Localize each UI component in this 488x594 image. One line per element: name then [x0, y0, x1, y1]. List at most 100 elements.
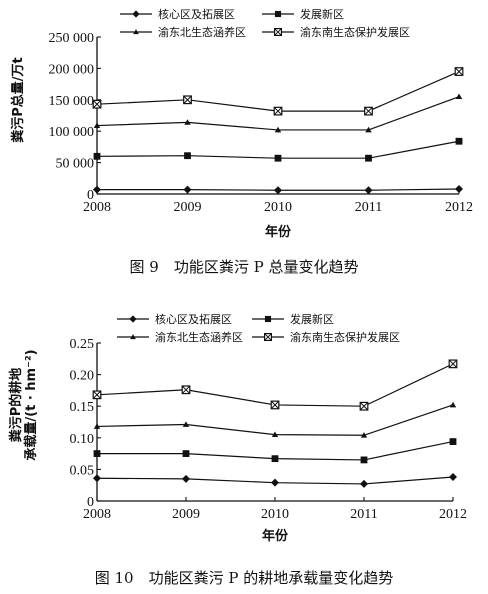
marker-square [360, 456, 368, 464]
y-tick-label: 0 [87, 188, 94, 203]
y-tick-label: 0.05 [70, 463, 95, 478]
legend-item: 渝东北生态涵养区 [117, 330, 243, 344]
marker-square [184, 152, 191, 160]
series-square [93, 438, 457, 464]
series-square-x [92, 359, 458, 411]
marker-square-x [359, 401, 369, 411]
y-tick-label: 150 000 [49, 94, 95, 109]
series-square-x [92, 67, 464, 116]
marker-square [264, 315, 272, 323]
marker-square [93, 152, 101, 160]
legend-label: 核心区及拓展区 [158, 7, 235, 21]
x-tick-label: 2011 [350, 507, 377, 522]
figure-caption: 图 10 功能区粪污 P 的耕地承载量变化趋势 [94, 569, 394, 587]
marker-triangle [271, 431, 279, 438]
legend-label: 发展新区 [300, 7, 344, 21]
y-axis-title-line: 承载量/(t · hm⁻²) [23, 349, 39, 460]
marker-diamond [132, 10, 140, 18]
marker-square-x [263, 332, 273, 342]
marker-diamond [364, 186, 373, 195]
x-tick-label: 2008 [83, 200, 111, 215]
legend-label: 渝东北生态涵养区 [158, 25, 246, 39]
series-line [96, 363, 454, 407]
marker-diamond [183, 185, 192, 194]
x-tick-label: 2010 [264, 200, 292, 215]
x-tick-label: 2008 [83, 507, 111, 522]
marker-square-x [448, 359, 458, 369]
marker-triangle [133, 29, 139, 35]
series-square [93, 137, 463, 162]
marker-square-x [181, 385, 191, 395]
marker-square [455, 137, 463, 145]
x-tick-label: 2010 [261, 507, 289, 522]
y-axis-title-line: 粪污P的耕地 [8, 368, 24, 443]
marker-triangle [455, 93, 463, 100]
series-diamond [93, 184, 463, 195]
y-tick-label: 0.20 [70, 369, 95, 384]
legend-label: 发展新区 [290, 312, 334, 326]
marker-square-x [92, 390, 102, 400]
series-diamond [93, 472, 457, 488]
y-tick-label: 250 000 [49, 31, 95, 46]
y-tick-label: 200 000 [49, 62, 95, 77]
y-tick-label: 0.25 [70, 337, 95, 352]
series-triangle [93, 401, 457, 438]
marker-diamond [93, 185, 101, 194]
y-tick-label: 0 [87, 495, 94, 510]
marker-triangle [93, 122, 101, 128]
marker-triangle [182, 421, 190, 427]
figure-9: 0 50 000 100 000 150 000 200 000 250 000 2008 2… [0, 0, 488, 285]
legend-item: 渝东北生态涵养区 [120, 25, 246, 39]
marker-diamond [182, 474, 190, 483]
marker-diamond [93, 474, 101, 483]
marker-diamond [360, 479, 368, 488]
marker-diamond [129, 315, 137, 323]
x-axis-title: 年份 [262, 528, 289, 544]
x-axis-title: 年份 [265, 224, 292, 240]
marker-square [274, 10, 282, 18]
series-line [96, 70, 460, 112]
marker-diamond [455, 184, 463, 193]
marker-square-x [273, 27, 283, 37]
marker-diamond [274, 186, 282, 195]
legend-item: 核心区及拓展区 [120, 7, 235, 21]
marker-square-x [183, 95, 192, 105]
marker-square [365, 154, 372, 162]
x-tick-label: 2011 [355, 200, 382, 215]
marker-diamond [449, 472, 457, 481]
marker-square [93, 450, 101, 457]
marker-triangle [449, 401, 457, 408]
legend-item: 发展新区 [252, 312, 334, 326]
legend-item: 渝东南生态保护发展区 [262, 25, 410, 39]
x-tick-label: 2009 [174, 200, 202, 215]
figure-10: 0 0.05 0.10 0.15 0.20 0.25 2008 2009 2010 2011 201… [0, 305, 488, 594]
legend-label: 渝东北生态涵养区 [155, 330, 243, 344]
marker-diamond [271, 478, 279, 487]
marker-square-x [454, 67, 464, 76]
series-triangle [93, 93, 463, 133]
y-tick-label: 50 000 [56, 157, 95, 172]
marker-square [182, 450, 190, 457]
chart-figure-10: 0 0.05 0.10 0.15 0.20 0.25 2008 2009 2010 2011 201… [8, 312, 467, 544]
series-line [96, 404, 454, 436]
marker-triangle [130, 334, 136, 340]
marker-triangle [274, 126, 282, 133]
figure-caption: 图 9 功能区粪污 P 总量变化趋势 [129, 258, 359, 276]
y-axis-title: 粪污P总量/万t [10, 57, 26, 143]
marker-square [271, 455, 279, 463]
chart-figure-9: 0 50 000 100 000 150 000 200 000 250 000 2008 2… [10, 7, 473, 240]
legend-item: 核心区及拓展区 [117, 312, 232, 326]
x-tick-label: 2009 [172, 507, 200, 522]
legend-label: 渝东南生态保护发展区 [290, 330, 400, 344]
x-tick-label: 2012 [445, 200, 473, 215]
legend-label: 渝东南生态保护发展区 [300, 25, 410, 39]
x-tick-label: 2012 [439, 507, 467, 522]
marker-triangle [184, 119, 191, 125]
marker-square [274, 154, 282, 162]
marker-triangle [365, 126, 372, 133]
marker-square [449, 438, 457, 445]
y-tick-label: 0.15 [70, 400, 95, 415]
marker-triangle [93, 423, 101, 429]
legend-item: 渝东南生态保护发展区 [252, 330, 400, 344]
legend-item: 发展新区 [262, 7, 344, 21]
